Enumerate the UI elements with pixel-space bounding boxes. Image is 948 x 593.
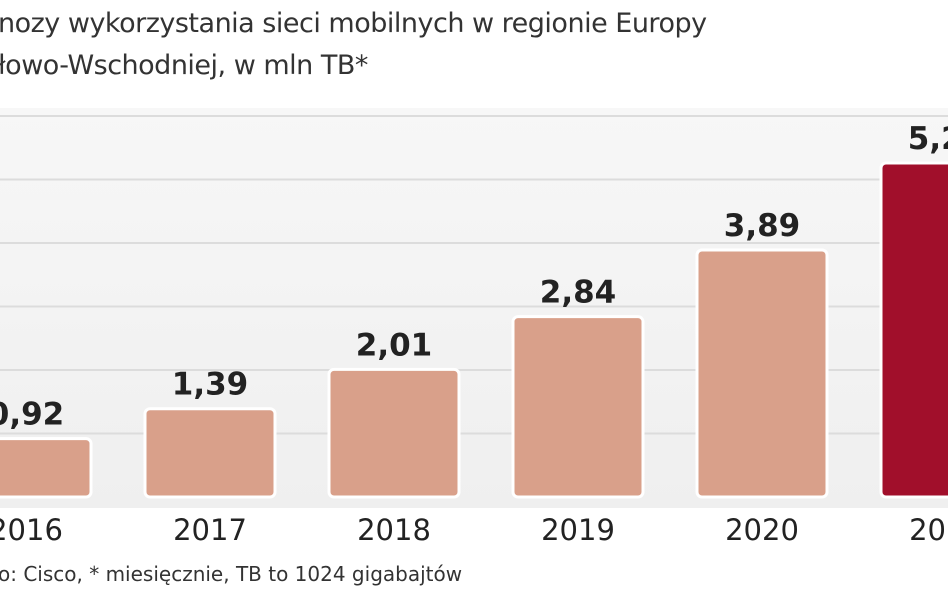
bar-2021 (879, 161, 948, 499)
bar-2019 (511, 315, 645, 499)
bar-2020 (695, 248, 829, 499)
chart-title-line-2: łowo-Wschodniej, w mln TB* (0, 50, 368, 81)
value-label-2017: 1,39 (172, 367, 249, 403)
value-label-2020: 3,89 (724, 208, 801, 244)
x-tick-label-2020: 2020 (725, 513, 799, 547)
source-note: o: Cisco, * miesięcznie, TB to 1024 giga… (0, 562, 463, 586)
value-label-2021: 5,26 (908, 121, 948, 157)
chart-title-line-1: nozy wykorzystania sieci mobilnych w reg… (0, 8, 707, 39)
x-tick-label-2017: 2017 (173, 513, 247, 547)
value-label-2016: 0,92 (0, 397, 64, 433)
x-tick-label-2018: 2018 (357, 513, 431, 547)
value-label-2019: 2,84 (540, 275, 617, 311)
bar-2017 (143, 407, 277, 499)
bar-2018 (327, 367, 461, 499)
x-tick-label-2021: 2021 (909, 513, 948, 547)
bar-2016 (0, 437, 93, 499)
value-label-2018: 2,01 (356, 327, 433, 363)
x-tick-label-2019: 2019 (541, 513, 615, 547)
